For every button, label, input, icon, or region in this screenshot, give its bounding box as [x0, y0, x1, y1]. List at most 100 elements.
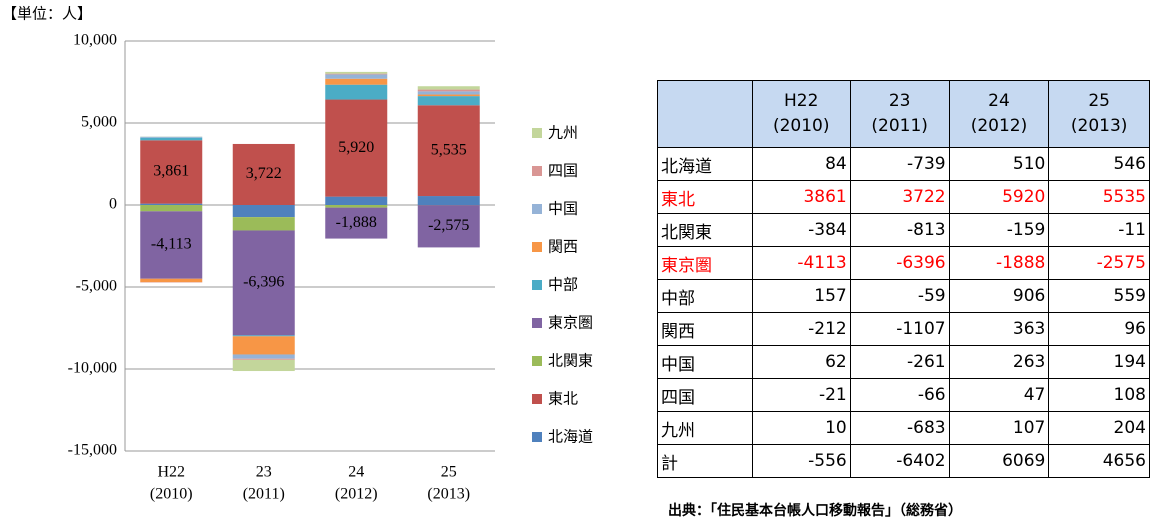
cell: 4656: [1048, 444, 1150, 478]
cell: 3722: [849, 180, 950, 214]
cell: 510: [948, 147, 1050, 181]
header-cell: 24 (2012): [948, 80, 1050, 148]
row-label: 東京圏: [657, 246, 753, 280]
bar-segment: [417, 91, 480, 95]
bar-segment: [140, 205, 203, 212]
cell: 108: [1048, 378, 1150, 412]
legend-swatch: [532, 280, 542, 290]
header-cell: H22 (2010): [751, 80, 851, 148]
bar-segment: [232, 359, 295, 372]
bar-segment: [232, 230, 295, 336]
legend-label: 中部: [548, 276, 578, 294]
cell: 363: [948, 312, 1050, 346]
header-sublabel: (2013): [1070, 116, 1128, 136]
legend-swatch: [532, 166, 542, 176]
cell: 62: [751, 345, 851, 379]
bar-segment: [417, 89, 480, 92]
table-row: 北関東 -384 -813 -159 -11: [657, 213, 1150, 247]
table-row: 中国 62 -261 263 194: [657, 345, 1150, 379]
bar-segment: [417, 86, 480, 90]
bar-segment: [417, 96, 480, 106]
x-tick-sublabel: (2011): [243, 486, 285, 503]
legend-label: 四国: [548, 162, 578, 180]
bar-segment: [417, 205, 480, 248]
legend-swatch: [532, 432, 542, 442]
row-label: 中部: [657, 279, 753, 313]
header-sublabel: (2012): [970, 116, 1028, 136]
cell: 157: [751, 279, 851, 313]
bar-segment: [325, 205, 388, 208]
cell: 263: [948, 345, 1050, 379]
cell: 84: [751, 147, 851, 181]
bar-segment: [232, 336, 295, 355]
bar-segment: [417, 94, 480, 97]
bar-segment: [140, 211, 203, 279]
cell: -11: [1048, 213, 1150, 247]
y-tick-label: -15,000: [68, 442, 117, 459]
cell: -261: [849, 345, 950, 379]
bar-segment: [417, 105, 480, 197]
chart: 【単位：人】 -15,000 -10,000 -5,000 0 5,000 10,000 H…: [2, 5, 593, 503]
cell: -813: [849, 213, 950, 247]
cell: -1888: [948, 246, 1050, 280]
cell: -212: [751, 312, 851, 346]
bar-segment: [232, 217, 295, 231]
x-tick-label: 23: [256, 464, 272, 481]
table-row: 北海道 84 -739 510 546: [657, 147, 1150, 181]
cell: 194: [1048, 345, 1150, 379]
cell: 559: [1048, 279, 1150, 313]
row-label: 東北: [657, 180, 753, 214]
table: H22 (2010) 23 (2011) 24 (2012) 25 (2013) 北海道 84 -7…: [657, 80, 1150, 478]
data-label: 5,920: [338, 139, 374, 156]
bar-segment: [325, 196, 388, 205]
table-row: 中部 157 -59 906 559: [657, 279, 1150, 313]
header-label: H22: [784, 90, 819, 111]
cell: 5535: [1048, 180, 1150, 214]
cell: 3861: [751, 180, 851, 214]
bar-segment: [140, 140, 203, 204]
cell: -21: [751, 378, 851, 412]
cell: 546: [1048, 147, 1150, 181]
cell: -1107: [849, 312, 950, 346]
legend-label: 北海道: [548, 428, 593, 446]
bar-segment: [140, 203, 203, 205]
x-tick-label: H22: [157, 464, 185, 481]
cell: 96: [1048, 312, 1150, 346]
data-label: 3,861: [153, 163, 189, 180]
source: 出典：「住民基本台帳人口移動報告」（総務省）: [668, 503, 962, 519]
cell: 6069: [948, 444, 1050, 478]
cell: 10: [751, 411, 851, 445]
header-label: 23: [888, 90, 911, 111]
bar-segment: [325, 74, 388, 79]
data-label: -6,396: [243, 274, 284, 291]
cell: 204: [1048, 411, 1150, 445]
header-sublabel: (2010): [772, 116, 830, 136]
bar-segment: [325, 207, 388, 239]
row-label: 関西: [657, 312, 753, 346]
y-tick-label: -5,000: [76, 278, 117, 295]
cell: -384: [751, 213, 851, 247]
row-label: 計: [657, 444, 753, 478]
bar-segment: [325, 71, 388, 74]
legend-label: 東京圏: [548, 314, 593, 332]
legend-label: 東北: [548, 390, 578, 408]
x-tick-label: 25: [441, 464, 457, 481]
table-row: 九州 10 -683 107 204: [657, 411, 1150, 445]
header-cell: 25 (2013): [1048, 80, 1150, 148]
header-cell: 23 (2011): [849, 80, 950, 148]
legend-swatch: [532, 318, 542, 328]
table-row: 計 -556 -6402 6069 4656: [657, 444, 1150, 478]
legend-swatch: [532, 128, 542, 138]
legend-label: 九州: [548, 124, 578, 142]
header-label: 24: [988, 90, 1010, 111]
cell: -59: [849, 279, 950, 313]
y-tick-label: 0: [109, 196, 117, 213]
table-row: 四国 -21 -66 47 108: [657, 378, 1150, 412]
header-cell: [657, 80, 753, 148]
cell: -556: [751, 444, 851, 478]
header-label: 25: [1088, 90, 1110, 111]
row-label: 九州: [657, 411, 753, 445]
row-label: 北海道: [657, 147, 753, 181]
bar-segment: [140, 137, 203, 141]
